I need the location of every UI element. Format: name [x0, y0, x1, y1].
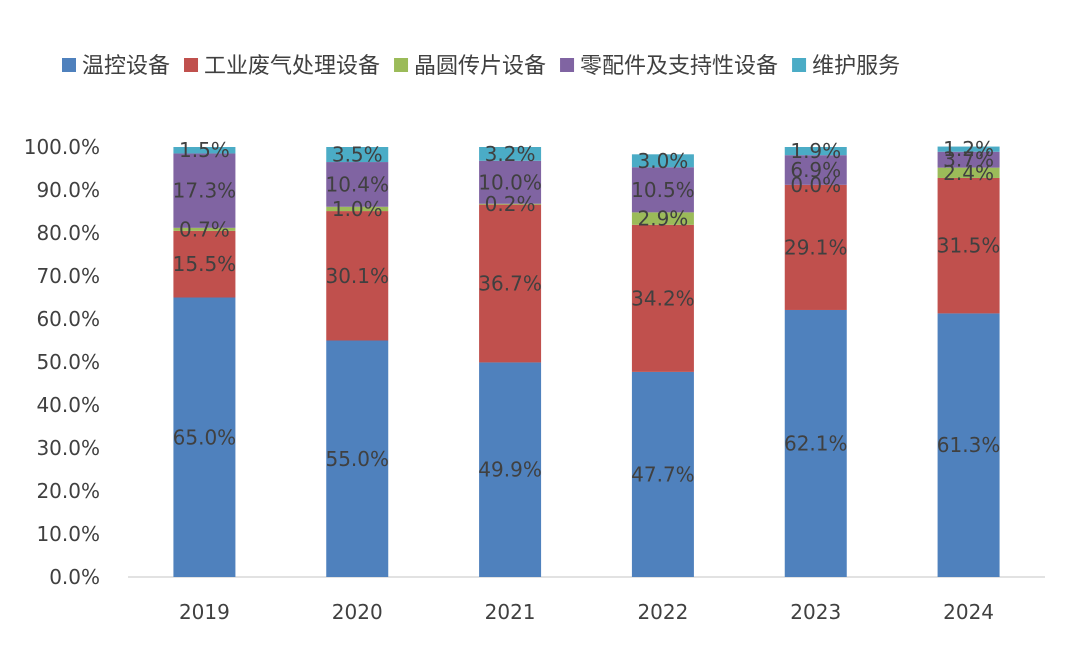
- y-tick-label-1: 10.0%: [36, 522, 100, 546]
- bar-segment-s4-c0: [173, 147, 236, 154]
- data-label-s1-c4: 29.1%: [784, 235, 848, 259]
- bar-segment-s2-c1: [326, 206, 389, 212]
- data-label-s3-c0: 17.3%: [173, 179, 237, 203]
- bar-segment-s0-c0: [173, 297, 236, 577]
- legend-swatch-0: [62, 58, 76, 72]
- legend-label-2: 晶圆传片设备: [414, 54, 546, 79]
- y-tick-label-2: 20.0%: [36, 479, 100, 503]
- legend-swatch-2: [394, 58, 409, 72]
- y-tick-label-3: 30.0%: [36, 436, 100, 460]
- bar-segment-s3-c4: [784, 155, 847, 185]
- x-tick-label-1: 2020: [332, 600, 383, 624]
- y-tick-label-4: 40.0%: [36, 393, 100, 417]
- axes: 0.0% 10.0% 20.0% 30.0% 40.0% 50.0% 60.0% 70.0% 8…: [24, 135, 1045, 624]
- data-label-s1-c3: 34.2%: [631, 286, 695, 310]
- bar-segment-s1-c4: [784, 184, 847, 310]
- bar-segment-s2-c2: [479, 203, 542, 205]
- data-label-s0-c3: 47.7%: [631, 462, 695, 486]
- y-tick-label-8: 80.0%: [36, 221, 100, 245]
- bar-segment-s0-c1: [326, 340, 389, 577]
- bar-segment-s0-c3: [631, 371, 694, 577]
- y-tick-label-5: 50.0%: [36, 350, 100, 374]
- x-tick-label-5: 2024: [943, 600, 994, 624]
- data-label-s0-c4: 62.1%: [784, 431, 848, 455]
- bar-segment-s3-c3: [631, 167, 694, 213]
- data-labels: 65.0%15.5%0.7%17.3%1.5%55.0%30.1%1.0%10.…: [173, 137, 1001, 486]
- data-label-s2-c2: 0.2%: [485, 192, 536, 216]
- bar-segment-s4-c3: [631, 154, 694, 168]
- legend-label-0: 温控设备: [82, 54, 170, 79]
- data-label-s1-c1: 30.1%: [325, 264, 389, 288]
- data-label-s1-c2: 36.7%: [478, 272, 542, 296]
- data-label-s4-c1: 3.5%: [332, 143, 383, 167]
- legend-swatch-4: [792, 58, 807, 72]
- data-label-s1-c0: 15.5%: [173, 252, 237, 276]
- bar-segment-s4-c2: [479, 147, 542, 161]
- data-label-s2-c4: 0.0%: [790, 173, 841, 197]
- data-label-s4-c0: 1.5%: [179, 138, 230, 162]
- y-tick-label-6: 60.0%: [36, 307, 100, 331]
- bar-segment-s2-c5: [937, 167, 1000, 178]
- bar-segment-s4-c5: [937, 146, 1000, 152]
- bar-segment-s1-c5: [937, 177, 1000, 314]
- legend-swatch-1: [184, 58, 199, 72]
- bar-segment-s4-c1: [326, 147, 389, 163]
- data-label-s2-c5: 2.4%: [943, 161, 994, 185]
- y-tick-label-9: 90.0%: [36, 178, 100, 202]
- y-tick-label-7: 70.0%: [36, 264, 100, 288]
- data-label-s4-c3: 3.0%: [638, 149, 689, 173]
- data-label-s0-c1: 55.0%: [325, 447, 389, 471]
- x-tick-label-2: 2021: [485, 600, 536, 624]
- x-tick-label-3: 2022: [637, 600, 688, 624]
- data-label-s3-c4: 6.9%: [790, 158, 841, 182]
- data-label-s2-c1: 1.0%: [332, 197, 383, 221]
- bar-segment-s3-c5: [937, 151, 1000, 168]
- bar-segment-s0-c2: [479, 362, 542, 577]
- data-label-s4-c5: 1.2%: [943, 137, 994, 161]
- bar-segment-s1-c0: [173, 230, 236, 298]
- x-tick-label-0: 2019: [179, 600, 230, 624]
- legend-swatch-3: [560, 58, 575, 72]
- legend-label-4: 维护服务: [812, 54, 900, 79]
- legend: 温控设备 工业废气处理设备 晶圆传片设备 零配件及支持性设备 维护服务: [62, 54, 900, 79]
- data-label-s0-c5: 61.3%: [937, 433, 1001, 457]
- data-label-s0-c2: 49.9%: [478, 458, 542, 482]
- bar-segment-s1-c1: [326, 211, 389, 341]
- bar-segment-s4-c4: [784, 147, 847, 156]
- bar-segment-s2-c0: [173, 227, 236, 231]
- legend-label-1: 工业废气处理设备: [204, 54, 380, 79]
- y-tick-label-0: 0.0%: [49, 565, 100, 589]
- data-label-s2-c3: 2.9%: [638, 207, 689, 231]
- bar-segment-s0-c5: [937, 313, 1000, 577]
- legend-label-3: 零配件及支持性设备: [580, 54, 778, 79]
- bar-segment-s2-c3: [631, 212, 694, 225]
- data-label-s2-c0: 0.7%: [179, 217, 230, 241]
- bars: [173, 146, 1000, 577]
- bar-segment-s3-c1: [326, 162, 389, 207]
- bar-segment-s3-c0: [173, 153, 236, 228]
- bar-segment-s0-c4: [784, 309, 847, 577]
- data-label-s3-c5: 3.7%: [943, 148, 994, 172]
- bar-segment-s1-c3: [631, 224, 694, 372]
- data-label-s3-c2: 10.0%: [478, 170, 542, 194]
- data-label-s3-c3: 10.5%: [631, 178, 695, 202]
- bar-segment-s1-c2: [479, 204, 542, 363]
- bar-segment-s3-c2: [479, 160, 542, 204]
- data-label-s4-c4: 1.9%: [790, 139, 841, 163]
- x-tick-label-4: 2023: [790, 600, 841, 624]
- data-label-s3-c1: 10.4%: [325, 172, 389, 196]
- data-label-s0-c0: 65.0%: [173, 425, 237, 449]
- y-tick-label-10: 100.0%: [24, 135, 100, 159]
- data-label-s4-c2: 3.2%: [485, 142, 536, 166]
- data-label-s1-c5: 31.5%: [937, 234, 1001, 258]
